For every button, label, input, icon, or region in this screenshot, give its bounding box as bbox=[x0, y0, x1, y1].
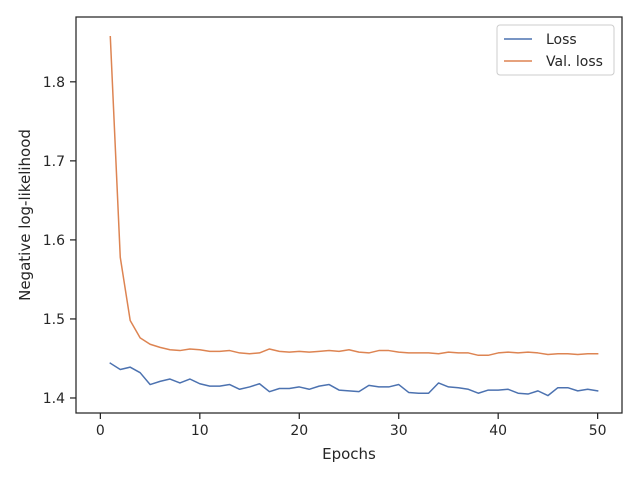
y-tick-label: 1.6 bbox=[43, 233, 65, 249]
y-axis-ticks: 1.4 1.5 1.6 1.7 1.8 bbox=[43, 75, 76, 407]
x-axis-ticks: 0 10 20 30 40 50 bbox=[96, 413, 607, 439]
x-tick-label: 40 bbox=[489, 423, 507, 439]
legend-box bbox=[496, 24, 615, 76]
x-tick-label: 30 bbox=[390, 423, 408, 439]
x-axis-label: Epochs bbox=[322, 445, 376, 463]
series-line-val-loss bbox=[109, 35, 599, 357]
y-tick-label: 1.8 bbox=[43, 75, 65, 91]
x-tick-label: 10 bbox=[191, 423, 209, 439]
y-tick-label: 1.5 bbox=[43, 312, 65, 328]
y-axis-label: Negative log-likelihood bbox=[16, 129, 34, 301]
legend: Loss Val. loss bbox=[496, 24, 615, 76]
x-tick-label: 0 bbox=[96, 423, 105, 439]
legend-label-loss: Loss bbox=[546, 32, 577, 48]
x-tick-label: 20 bbox=[290, 423, 308, 439]
plot-frame bbox=[75, 16, 623, 414]
y-tick-label: 1.7 bbox=[43, 154, 65, 170]
plot-lines bbox=[109, 35, 599, 397]
x-tick-label: 50 bbox=[589, 423, 607, 439]
series-line-loss bbox=[109, 362, 599, 397]
y-tick-label: 1.4 bbox=[43, 391, 65, 407]
legend-label-val-loss: Val. loss bbox=[546, 54, 603, 70]
